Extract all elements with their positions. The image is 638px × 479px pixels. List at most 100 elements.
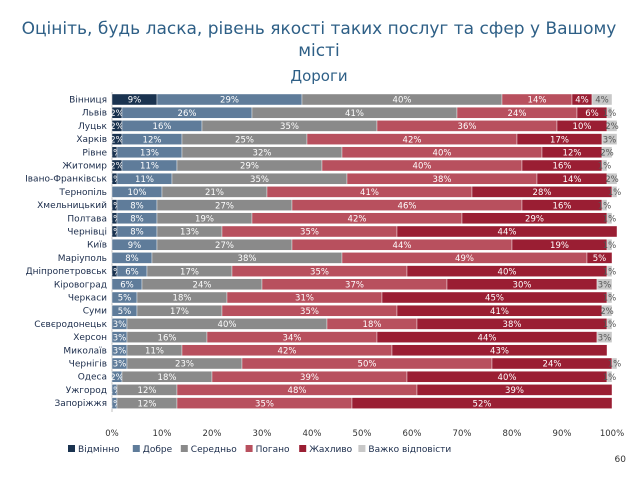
data-label: 12% xyxy=(143,135,162,145)
bar-segment xyxy=(611,357,618,370)
data-label: 12% xyxy=(563,149,582,159)
data-label: 12% xyxy=(138,399,157,409)
data-label: 35% xyxy=(300,228,319,238)
legend-swatch xyxy=(245,445,253,452)
data-label: 11% xyxy=(145,347,164,357)
category-label: Львів xyxy=(82,109,107,119)
data-label: 31% xyxy=(295,294,314,304)
data-label: 28% xyxy=(533,188,552,198)
data-label: 39% xyxy=(505,386,524,396)
category-label: Харків xyxy=(76,135,107,145)
data-label: 12% xyxy=(138,386,157,396)
data-label: 17% xyxy=(170,307,189,317)
data-label: 1% xyxy=(108,201,122,211)
category-label: Житомир xyxy=(62,162,107,172)
slide-title: Оцініть, будь ласка, рівень якості таких… xyxy=(21,19,617,61)
data-label: 25% xyxy=(235,135,254,145)
legend-swatch xyxy=(68,445,75,452)
bar-segment xyxy=(601,133,618,145)
data-label: 1% xyxy=(603,241,617,251)
category-label: Маріуполь xyxy=(58,254,107,264)
data-label: 8% xyxy=(130,201,144,211)
data-label: 1% xyxy=(603,109,617,119)
x-tick-label: 20% xyxy=(203,429,222,439)
x-tick-label: 10% xyxy=(153,429,172,439)
data-label: 5% xyxy=(593,254,607,264)
bar-segment xyxy=(601,199,608,211)
data-label: 2% xyxy=(605,122,619,132)
data-label: 27% xyxy=(215,241,234,251)
legend-swatch xyxy=(358,445,366,452)
data-label: 24% xyxy=(193,281,212,291)
data-label: 3% xyxy=(113,347,127,357)
data-label: 21% xyxy=(205,188,224,198)
category-label: Луцьк xyxy=(78,122,108,132)
data-label: 23% xyxy=(175,360,194,370)
data-label: 38% xyxy=(503,320,522,330)
data-label: 24% xyxy=(543,360,562,370)
legend-entry: Жахливо xyxy=(309,445,352,455)
data-label: 2% xyxy=(605,175,619,185)
category-label: Хмельницький xyxy=(37,201,107,211)
data-label: 8% xyxy=(130,215,144,225)
legend-swatch xyxy=(180,445,188,452)
data-label: 4% xyxy=(595,96,609,106)
data-label: 18% xyxy=(363,320,382,330)
x-tick-label: 50% xyxy=(353,429,372,439)
category-label: Одеса xyxy=(78,373,107,383)
chart-title: Дороги xyxy=(290,67,348,85)
bar-segment xyxy=(611,186,618,198)
category-label: Херсон xyxy=(73,333,107,343)
bar-segment xyxy=(601,305,613,317)
data-label: 38% xyxy=(433,175,452,185)
category-label: Сєвєродонецьк xyxy=(34,320,107,330)
data-label: 2% xyxy=(110,122,124,132)
x-tick-label: 80% xyxy=(503,429,522,439)
data-label: 1% xyxy=(108,386,122,396)
legend-entry: Добре xyxy=(143,445,173,455)
data-label: 3% xyxy=(603,135,617,145)
data-label: 27% xyxy=(215,201,234,211)
data-label: 1% xyxy=(108,215,122,225)
data-label: 6% xyxy=(585,109,599,119)
bar-segment xyxy=(396,225,618,238)
x-tick-label: 0% xyxy=(105,429,119,439)
data-label: 1% xyxy=(108,175,122,185)
data-label: 38% xyxy=(238,254,257,264)
category-label: Черкаси xyxy=(68,294,107,304)
data-label: 26% xyxy=(178,109,197,119)
data-label: 19% xyxy=(195,215,214,225)
category-label: Київ xyxy=(87,241,107,251)
bar-segment xyxy=(586,252,613,264)
data-label: 40% xyxy=(218,320,237,330)
data-label: 1% xyxy=(603,373,617,383)
data-label: 2% xyxy=(600,149,614,159)
data-label: 3% xyxy=(598,333,612,343)
bar-segment xyxy=(591,93,613,106)
bar-segment xyxy=(606,172,618,185)
data-label: 41% xyxy=(490,307,509,317)
data-label: 29% xyxy=(220,96,239,106)
data-label: 32% xyxy=(253,149,272,159)
data-label: 13% xyxy=(180,228,199,238)
data-label: 35% xyxy=(255,399,274,409)
data-label: 5% xyxy=(118,294,132,304)
x-tick-label: 30% xyxy=(253,429,272,439)
bar-segment xyxy=(606,212,613,225)
data-label: 14% xyxy=(528,96,547,106)
data-label: 1% xyxy=(608,188,622,198)
data-label: 1% xyxy=(603,215,617,225)
data-label: 43% xyxy=(490,347,509,357)
data-label: 46% xyxy=(398,201,417,211)
legend-entry: Відмінно xyxy=(78,445,120,455)
data-label: 2% xyxy=(110,109,124,119)
data-label: 3% xyxy=(113,360,127,370)
data-label: 35% xyxy=(280,122,299,132)
data-label: 29% xyxy=(240,162,259,172)
data-label: 36% xyxy=(458,122,477,132)
data-label: 1% xyxy=(603,320,617,330)
data-label: 3% xyxy=(598,281,612,291)
data-label: 1% xyxy=(598,201,612,211)
data-label: 44% xyxy=(478,333,497,343)
